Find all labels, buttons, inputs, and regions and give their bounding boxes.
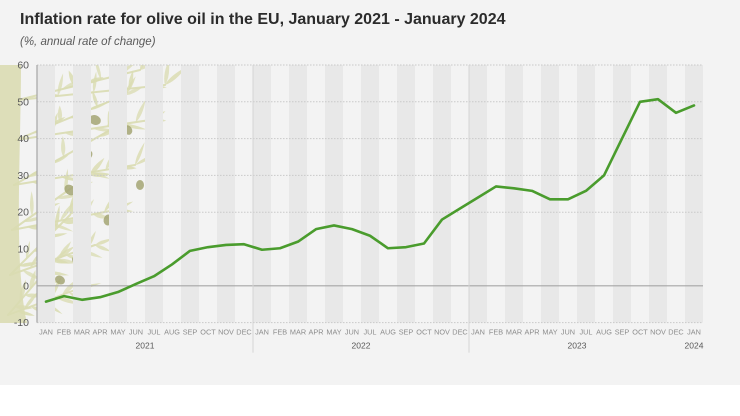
- svg-text:JUN: JUN: [345, 328, 359, 337]
- svg-text:50: 50: [17, 96, 29, 108]
- svg-text:JUL: JUL: [580, 328, 593, 337]
- svg-text:DEC: DEC: [236, 328, 251, 337]
- svg-text:30: 30: [17, 170, 29, 182]
- svg-text:NOV: NOV: [650, 328, 666, 337]
- svg-text:JAN: JAN: [39, 328, 53, 337]
- svg-text:MAR: MAR: [74, 328, 90, 337]
- svg-text:APR: APR: [524, 328, 539, 337]
- svg-text:SEP: SEP: [183, 328, 198, 337]
- svg-text:JAN: JAN: [471, 328, 485, 337]
- svg-text:JAN: JAN: [687, 328, 701, 337]
- svg-text:SEP: SEP: [615, 328, 630, 337]
- svg-text:DEC: DEC: [452, 328, 467, 337]
- svg-text:40: 40: [17, 133, 29, 145]
- svg-text:10: 10: [17, 244, 29, 256]
- svg-text:FEB: FEB: [273, 328, 287, 337]
- svg-text:DEC: DEC: [668, 328, 683, 337]
- svg-text:MAY: MAY: [326, 328, 341, 337]
- svg-text:MAR: MAR: [290, 328, 306, 337]
- svg-text:OCT: OCT: [200, 328, 216, 337]
- svg-text:SEP: SEP: [399, 328, 414, 337]
- svg-text:2021: 2021: [136, 341, 155, 351]
- svg-text:OCT: OCT: [632, 328, 648, 337]
- svg-text:2023: 2023: [568, 341, 587, 351]
- svg-text:FEB: FEB: [57, 328, 71, 337]
- svg-text:APR: APR: [92, 328, 107, 337]
- svg-text:2024: 2024: [685, 341, 704, 351]
- svg-text:FEB: FEB: [489, 328, 503, 337]
- svg-text:JAN: JAN: [255, 328, 269, 337]
- svg-text:JUL: JUL: [364, 328, 377, 337]
- svg-text:20: 20: [17, 207, 29, 219]
- svg-text:-10: -10: [14, 317, 29, 329]
- svg-text:NOV: NOV: [434, 328, 450, 337]
- svg-text:MAY: MAY: [542, 328, 557, 337]
- svg-text:MAR: MAR: [506, 328, 522, 337]
- svg-text:JUN: JUN: [129, 328, 143, 337]
- svg-text:2022: 2022: [352, 341, 371, 351]
- svg-text:MAY: MAY: [110, 328, 125, 337]
- svg-text:60: 60: [17, 60, 29, 72]
- svg-text:NOV: NOV: [218, 328, 234, 337]
- svg-text:JUN: JUN: [561, 328, 575, 337]
- svg-text:AUG: AUG: [164, 328, 180, 337]
- svg-text:OCT: OCT: [416, 328, 432, 337]
- svg-text:JUL: JUL: [148, 328, 161, 337]
- svg-text:APR: APR: [308, 328, 323, 337]
- svg-text:AUG: AUG: [380, 328, 396, 337]
- svg-text:0: 0: [23, 280, 29, 292]
- svg-text:AUG: AUG: [596, 328, 612, 337]
